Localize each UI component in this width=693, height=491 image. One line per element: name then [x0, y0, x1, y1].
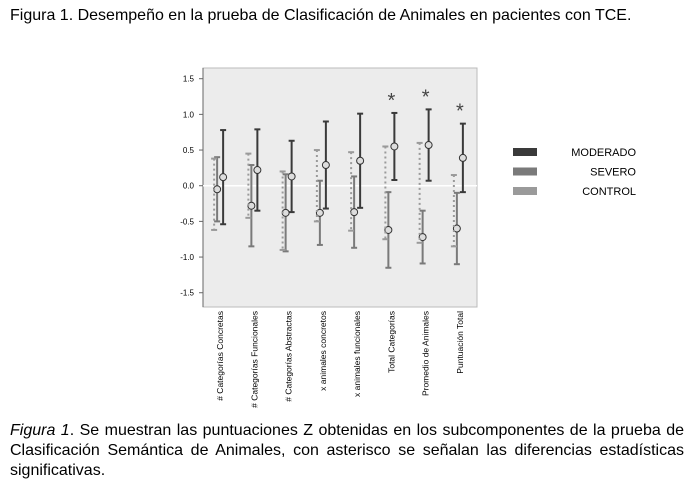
figure-title: Figura 1. Desempeño en la prueba de Clas…: [10, 7, 632, 24]
caption-label: Figura 1: [10, 422, 70, 439]
error-bar: [245, 152, 252, 219]
significance-mark: *: [456, 101, 464, 123]
x-tick-label: # Categorías Abstractas: [284, 311, 294, 402]
mean-marker: [384, 225, 393, 234]
legend-label: CONTROL: [582, 186, 636, 198]
mean-marker: [458, 153, 467, 162]
mean-marker: [321, 161, 330, 170]
x-tick-label: Promedio de Animales: [421, 311, 431, 396]
caption-text: . Se muestran las puntuaciones Z obtenid…: [10, 422, 684, 479]
error-bar: [416, 141, 423, 244]
legend-swatch: [513, 148, 537, 156]
legend-label: MODERADO: [571, 147, 636, 159]
legend-label: SEVERO: [590, 167, 636, 179]
y-tick-label: -1.0: [180, 253, 194, 262]
error-bar: [348, 151, 355, 232]
y-tick-label: 0.5: [183, 146, 195, 155]
mean-marker: [390, 142, 399, 151]
y-tick-label: 0.0: [183, 182, 195, 191]
error-bar: [313, 149, 320, 223]
mean-marker: [452, 224, 461, 233]
x-tick-label: x animales concretos: [318, 311, 328, 391]
error-bar: [211, 157, 218, 231]
mean-marker: [253, 166, 262, 175]
mean-marker: [287, 172, 296, 181]
mean-marker: [315, 208, 324, 217]
error-bar: [279, 170, 286, 251]
error-bar: [450, 174, 457, 248]
legend-swatch: [513, 167, 537, 176]
x-tick-label: # Categorías Concretas: [215, 311, 225, 401]
mean-marker: [219, 173, 228, 182]
legend-swatch: [513, 187, 537, 195]
error-bar: [382, 145, 389, 241]
plot-area: [202, 67, 478, 308]
x-tick-label: Puntuación Total: [455, 311, 465, 374]
x-tick-label: # Categorías Funcionales: [249, 311, 259, 408]
y-tick-label: -0.5: [180, 217, 194, 226]
figure-caption: Figura 1. Se muestran las puntuaciones Z…: [10, 421, 684, 481]
x-tick-label: Total Categorías: [386, 311, 396, 373]
y-tick-label: 1.0: [183, 110, 195, 119]
y-tick-label: 1.5: [183, 75, 195, 84]
significance-mark: *: [422, 86, 430, 108]
mean-marker: [424, 141, 433, 150]
mean-marker: [350, 208, 359, 217]
mean-marker: [418, 233, 427, 242]
mean-marker: [247, 201, 256, 210]
significance-mark: *: [387, 90, 395, 112]
y-tick-label: -1.5: [180, 289, 194, 298]
mean-marker: [356, 156, 365, 165]
chart: 1.5 1.0 0.5 0.0 -0.5 -1.0 -1.5 # Categorías Con…: [180, 67, 636, 408]
x-tick-label: x animales funcionales: [352, 311, 362, 397]
